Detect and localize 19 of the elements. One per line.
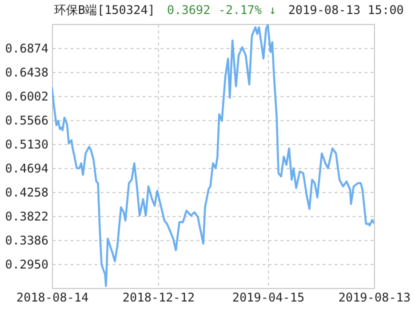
x-tick-label: 2018-08-14	[16, 290, 89, 304]
text: 2019-08-13 15:00	[288, 3, 404, 17]
y-tick-label: 0.5130	[5, 138, 48, 152]
y-tick-label: 0.3386	[5, 234, 48, 248]
y-tick-label: 0.4258	[5, 186, 48, 200]
text: 0.3692	[167, 3, 210, 17]
y-tick-label: 0.6438	[5, 66, 48, 80]
y-tick-label: 0.2950	[5, 258, 48, 272]
y-tick-label: 0.5566	[5, 114, 48, 128]
y-tick-label: 0.6002	[5, 90, 48, 104]
y-tick-label: 0.6874	[5, 42, 48, 56]
line-series	[52, 24, 374, 288]
y-tick-label: 0.4694	[5, 162, 48, 176]
chart-title: 环保B端[150324]	[54, 3, 156, 17]
text: -2.17% ↓	[218, 3, 276, 17]
x-tick-label: 2019-04-15	[232, 290, 304, 304]
y-tick-label: 0.3822	[5, 210, 48, 224]
x-tick-label: 2018-12-12	[122, 290, 195, 304]
x-tick-label: 2019-08-13	[338, 290, 411, 304]
